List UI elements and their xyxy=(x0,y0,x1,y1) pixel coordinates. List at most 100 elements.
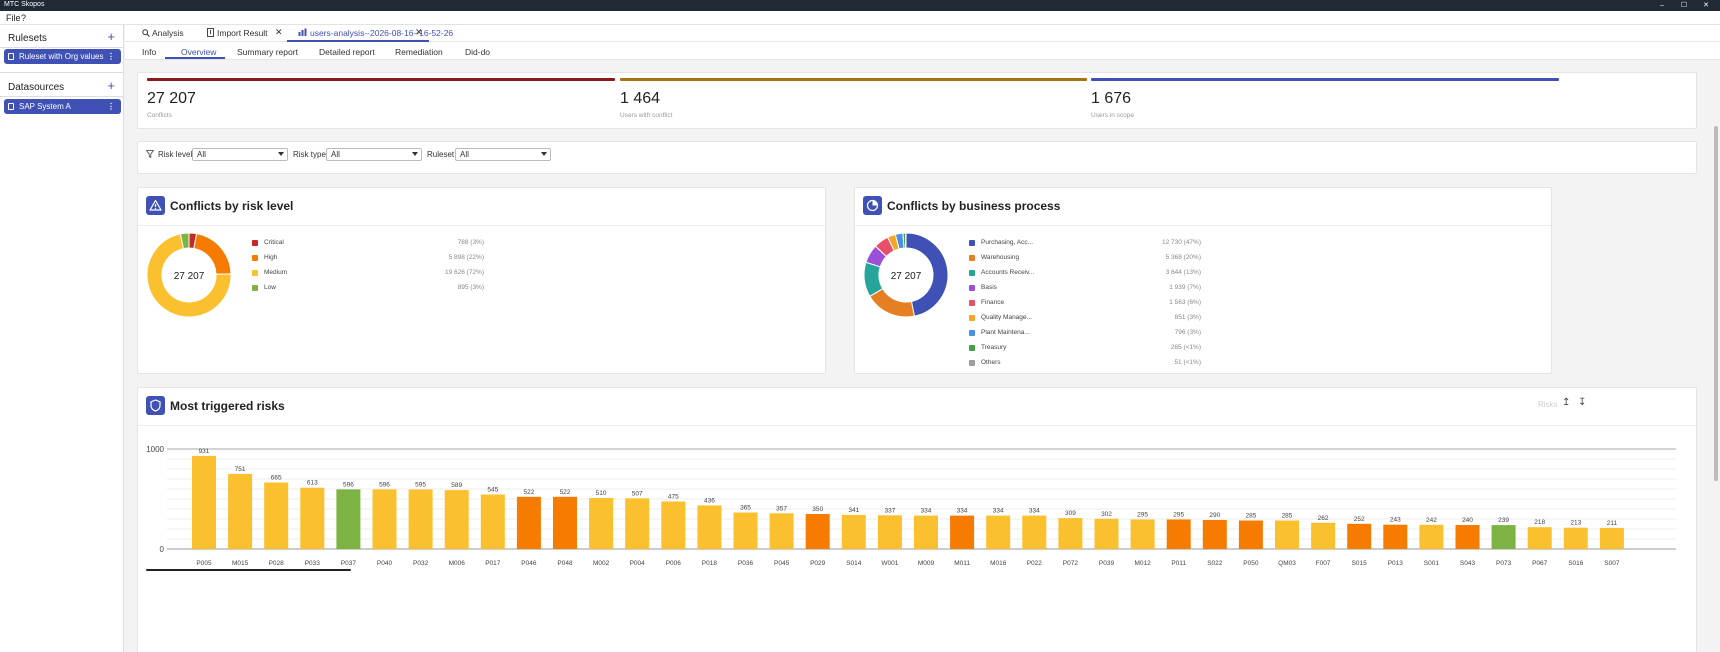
bar-value-label: 295 xyxy=(1173,512,1184,519)
risk-bar[interactable] xyxy=(914,515,938,549)
risk-bar[interactable] xyxy=(1347,523,1372,549)
risk-bar[interactable] xyxy=(336,489,361,549)
legend-item[interactable]: Treasury 265 (<1%) xyxy=(969,344,1219,354)
bar-value-label: 475 xyxy=(668,494,679,501)
donut-total: 27 207 xyxy=(173,271,205,282)
risk-level-select[interactable]: All xyxy=(192,148,288,161)
x-tick-label: P048 xyxy=(557,560,573,567)
tab-import-result[interactable]: Import Result xyxy=(217,28,268,38)
risk-bar[interactable] xyxy=(1311,522,1336,549)
tab-summary-report[interactable]: Summary report xyxy=(237,47,298,57)
sidebar-item-datasource[interactable]: SAP System A ⋮ xyxy=(4,99,121,114)
risk-bar[interactable] xyxy=(516,496,541,549)
close-tab-icon[interactable]: ✕ xyxy=(415,27,423,37)
legend-item[interactable]: High 5 898 (22%) xyxy=(252,254,502,264)
legend-item[interactable]: Warehousing 5 368 (20%) xyxy=(969,254,1219,264)
minimize-button[interactable]: – xyxy=(1660,2,1664,9)
risk-bar[interactable] xyxy=(1166,519,1191,550)
legend-item[interactable]: Others 51 (<1%) xyxy=(969,359,1219,369)
sidebar-item-ruleset[interactable]: Ruleset with Org values ⋮ xyxy=(4,49,121,64)
add-ruleset-button[interactable]: + xyxy=(107,29,115,44)
x-tick-label: P006 xyxy=(666,560,682,567)
tab-detailed-report[interactable]: Detailed report xyxy=(319,47,375,57)
ruleset-select[interactable]: All xyxy=(455,148,551,161)
bar-value-label: 337 xyxy=(884,507,895,514)
chevron-down-icon xyxy=(412,152,418,156)
close-window-button[interactable]: ✕ xyxy=(1703,2,1709,9)
legend-item[interactable]: Critical 788 (3%) xyxy=(252,239,502,249)
legend-value: 788 (3%) xyxy=(457,239,484,246)
risk-bar[interactable] xyxy=(769,513,794,549)
risk-bar[interactable] xyxy=(733,512,758,550)
risk-bar[interactable] xyxy=(661,501,686,550)
risk-bar[interactable] xyxy=(1022,515,1047,549)
risk-bar[interactable] xyxy=(1383,524,1408,549)
risk-bar[interactable] xyxy=(444,490,469,549)
risk-bar[interactable] xyxy=(480,494,505,550)
menu-help[interactable]: ? xyxy=(21,13,27,23)
tab-did-do[interactable]: Did-do xyxy=(465,47,491,57)
risk-bar[interactable] xyxy=(625,498,650,549)
legend-item[interactable]: Purchasing, Acc... 12 730 (47%) xyxy=(969,239,1219,249)
risk-bar[interactable] xyxy=(264,482,289,550)
x-tick-label: S022 xyxy=(1207,560,1223,567)
risk-bar[interactable] xyxy=(986,515,1011,549)
risk-level-slice[interactable] xyxy=(193,233,232,275)
risk-bar[interactable] xyxy=(192,455,216,549)
risk-bar[interactable] xyxy=(1275,520,1299,550)
sort-ascending-icon[interactable]: ↥ xyxy=(1562,397,1571,408)
risk-bar[interactable] xyxy=(950,515,975,549)
x-tick-label: P022 xyxy=(1027,560,1043,567)
risk-bar[interactable] xyxy=(1130,519,1155,550)
kebab-menu-icon[interactable]: ⋮ xyxy=(107,52,115,61)
risk-type-select[interactable]: All xyxy=(326,148,422,161)
risk-level-slice[interactable] xyxy=(146,233,232,318)
tab-analysis[interactable]: Analysis xyxy=(152,28,184,38)
risk-bar[interactable] xyxy=(589,498,614,549)
legend-item[interactable]: Plant Maintena... 796 (3%) xyxy=(969,329,1219,339)
risk-bar[interactable] xyxy=(1094,518,1119,549)
risk-bar[interactable] xyxy=(1527,527,1552,549)
risk-bar[interactable] xyxy=(1058,518,1083,549)
risk-bar[interactable] xyxy=(805,514,830,549)
risk-bar[interactable] xyxy=(1419,524,1444,549)
bar-value-label: 589 xyxy=(451,482,462,489)
legend-item[interactable]: Basis 1 939 (7%) xyxy=(969,284,1219,294)
risk-bar[interactable] xyxy=(300,487,325,549)
risk-bar[interactable] xyxy=(697,505,722,549)
risk-bar[interactable] xyxy=(1238,520,1263,550)
kebab-menu-icon[interactable]: ⋮ xyxy=(107,102,115,111)
x-tick-label: M002 xyxy=(593,560,610,567)
risk-bar[interactable] xyxy=(228,473,253,549)
tab-info[interactable]: Info xyxy=(142,47,157,57)
risk-level-slice[interactable] xyxy=(179,232,190,250)
x-tick-label: P045 xyxy=(774,560,790,567)
add-datasource-button[interactable]: + xyxy=(107,78,115,93)
menu-file[interactable]: File xyxy=(6,13,21,23)
tab-overview[interactable]: Overview xyxy=(181,47,217,57)
tab-remediation[interactable]: Remediation xyxy=(395,47,443,57)
maximize-button[interactable]: ☐ xyxy=(1680,2,1688,9)
vertical-scrollbar[interactable] xyxy=(1714,126,1718,481)
legend-item[interactable]: Quality Manage... 851 (3%) xyxy=(969,314,1219,324)
risk-bar[interactable] xyxy=(1455,525,1480,549)
risk-bar[interactable] xyxy=(877,515,902,549)
legend-item[interactable]: Medium 19 626 (72%) xyxy=(252,269,502,279)
risk-bar[interactable] xyxy=(372,489,397,549)
risk-bar[interactable] xyxy=(553,496,577,549)
legend-item[interactable]: Finance 1 563 (6%) xyxy=(969,299,1219,309)
legend-item[interactable]: Accounts Receiv... 3 644 (13%) xyxy=(969,269,1219,279)
risk-bar[interactable] xyxy=(1563,527,1588,549)
bar-value-label: 243 xyxy=(1390,517,1401,524)
risks-toggle[interactable]: Risks xyxy=(1538,400,1558,409)
horizontal-scrollbar[interactable] xyxy=(146,569,351,571)
tab-users-analysis[interactable]: users-analysis--2026-08-16--16-52-26 xyxy=(310,28,454,38)
legend-item[interactable]: Low 895 (3%) xyxy=(252,284,502,294)
sort-descending-icon[interactable]: ↧ xyxy=(1578,397,1587,408)
risk-bar[interactable] xyxy=(841,514,866,549)
close-tab-icon[interactable]: ✕ xyxy=(275,27,283,37)
risk-bar[interactable] xyxy=(1599,527,1624,549)
risk-bar[interactable] xyxy=(1491,525,1516,549)
risk-bar[interactable] xyxy=(1202,520,1227,549)
risk-bar[interactable] xyxy=(408,489,433,550)
